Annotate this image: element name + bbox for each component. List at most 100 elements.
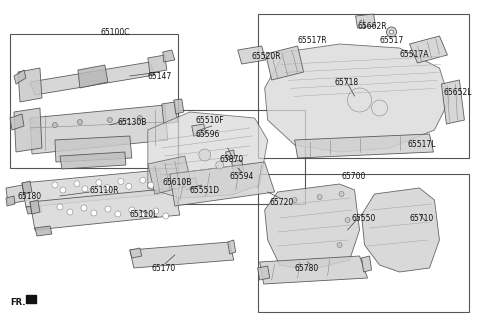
- Circle shape: [140, 177, 146, 183]
- Circle shape: [82, 186, 88, 192]
- Polygon shape: [30, 200, 40, 214]
- Polygon shape: [148, 112, 268, 198]
- Circle shape: [91, 210, 97, 216]
- Circle shape: [386, 27, 396, 37]
- Polygon shape: [442, 80, 465, 124]
- Bar: [258, 174, 469, 312]
- Circle shape: [153, 208, 159, 214]
- Polygon shape: [22, 170, 164, 207]
- Circle shape: [345, 217, 350, 223]
- Text: FR.: FR.: [10, 298, 25, 307]
- Text: 65110L: 65110L: [130, 210, 158, 219]
- Circle shape: [137, 115, 143, 121]
- Polygon shape: [35, 226, 52, 236]
- Circle shape: [118, 179, 124, 184]
- Polygon shape: [226, 150, 235, 160]
- Text: 65594: 65594: [230, 172, 254, 181]
- Circle shape: [67, 209, 73, 215]
- Polygon shape: [22, 181, 32, 194]
- Polygon shape: [148, 156, 192, 194]
- Circle shape: [216, 161, 224, 169]
- Polygon shape: [356, 14, 375, 28]
- Polygon shape: [238, 46, 265, 64]
- Text: 65100C: 65100C: [100, 28, 130, 37]
- Polygon shape: [30, 188, 180, 230]
- Text: 65710: 65710: [409, 214, 434, 223]
- Text: 65517L: 65517L: [408, 140, 436, 149]
- Polygon shape: [232, 160, 244, 174]
- Text: 65517R: 65517R: [298, 36, 327, 45]
- Polygon shape: [361, 256, 372, 272]
- Text: 65652L: 65652L: [444, 88, 472, 97]
- Text: 65596: 65596: [196, 130, 220, 139]
- Circle shape: [139, 212, 145, 218]
- Polygon shape: [60, 152, 126, 169]
- Bar: [26, 295, 36, 303]
- Circle shape: [74, 181, 80, 187]
- Text: 65180: 65180: [18, 192, 42, 201]
- Polygon shape: [14, 70, 26, 84]
- Text: 65520R: 65520R: [252, 52, 281, 61]
- Text: 65718: 65718: [335, 78, 359, 87]
- Circle shape: [77, 120, 83, 124]
- Bar: [178, 110, 305, 204]
- Polygon shape: [130, 242, 234, 268]
- Text: 65780: 65780: [295, 264, 319, 273]
- Polygon shape: [192, 124, 206, 136]
- Text: 65551D: 65551D: [190, 186, 220, 195]
- Circle shape: [81, 205, 87, 211]
- Polygon shape: [295, 134, 433, 158]
- Text: 65517: 65517: [380, 36, 404, 45]
- Circle shape: [105, 206, 111, 212]
- Polygon shape: [130, 248, 142, 258]
- Text: 65517A: 65517A: [399, 50, 429, 59]
- Polygon shape: [6, 196, 15, 206]
- Polygon shape: [10, 114, 24, 130]
- Polygon shape: [55, 136, 132, 162]
- Circle shape: [148, 182, 154, 188]
- Polygon shape: [258, 266, 270, 280]
- Circle shape: [52, 122, 58, 128]
- Text: 65700: 65700: [342, 172, 366, 181]
- Polygon shape: [228, 240, 236, 254]
- Polygon shape: [184, 178, 198, 190]
- Text: 65662R: 65662R: [358, 22, 387, 31]
- Polygon shape: [174, 99, 184, 114]
- Polygon shape: [30, 105, 168, 154]
- Text: 65550: 65550: [351, 214, 376, 223]
- Circle shape: [60, 187, 66, 193]
- Circle shape: [317, 194, 322, 200]
- Polygon shape: [170, 162, 275, 206]
- Text: 65720: 65720: [270, 198, 294, 207]
- Circle shape: [115, 211, 121, 217]
- Text: 65610B: 65610B: [163, 178, 192, 187]
- Text: 65110R: 65110R: [90, 186, 120, 195]
- Text: 65130B: 65130B: [118, 118, 147, 127]
- Polygon shape: [260, 256, 368, 284]
- Text: 65510F: 65510F: [196, 116, 224, 125]
- Circle shape: [199, 149, 211, 161]
- Polygon shape: [6, 184, 30, 204]
- Circle shape: [337, 242, 342, 248]
- Text: 65147: 65147: [148, 72, 172, 81]
- Polygon shape: [30, 62, 155, 95]
- Circle shape: [339, 191, 344, 196]
- Polygon shape: [148, 55, 167, 73]
- Circle shape: [108, 118, 112, 122]
- Circle shape: [163, 213, 169, 219]
- Polygon shape: [163, 50, 175, 62]
- Circle shape: [389, 30, 394, 34]
- Text: 65870: 65870: [220, 155, 244, 164]
- Circle shape: [57, 204, 63, 210]
- Polygon shape: [264, 44, 449, 152]
- Circle shape: [126, 183, 132, 190]
- Polygon shape: [18, 68, 42, 102]
- Polygon shape: [26, 205, 42, 214]
- Circle shape: [52, 182, 58, 188]
- Polygon shape: [162, 102, 178, 124]
- Polygon shape: [78, 65, 108, 88]
- Circle shape: [292, 198, 297, 202]
- Polygon shape: [265, 46, 304, 80]
- Circle shape: [96, 179, 102, 186]
- Bar: [258, 14, 469, 158]
